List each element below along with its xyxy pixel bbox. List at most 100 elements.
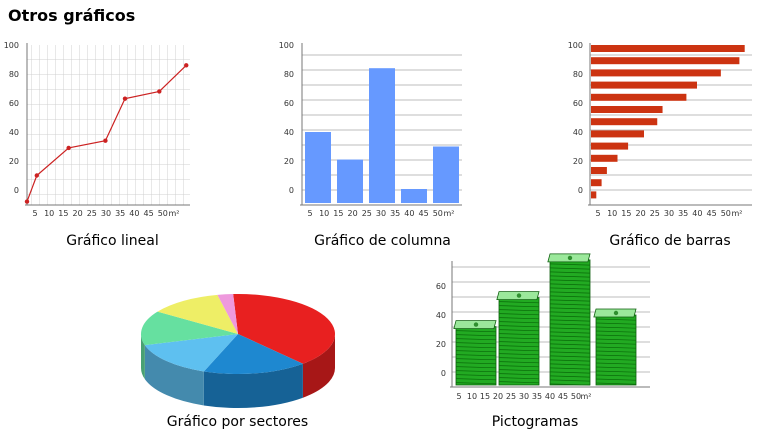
bars-chart-bar bbox=[591, 154, 618, 162]
line-chart-y-tick-label: 80 bbox=[9, 70, 19, 79]
pie-chart-caption: Gráfico por sectores bbox=[166, 414, 309, 430]
pie-slice bbox=[157, 294, 238, 334]
pictogram-bill-edge bbox=[549, 275, 591, 278]
pictogram-bill-edge bbox=[549, 363, 591, 366]
pictogram-stack bbox=[549, 259, 591, 386]
pictogram-bill-edge bbox=[549, 307, 591, 310]
bars-chart-bar bbox=[591, 118, 658, 126]
pictogram-bill-edge bbox=[498, 313, 540, 316]
picto-chart-x-tick-label: 30 bbox=[519, 392, 529, 401]
pictogram-bill-seal bbox=[613, 310, 619, 316]
pictogram-bill-edge bbox=[595, 334, 637, 337]
bars-chart-x-tick-label: 10 bbox=[607, 209, 617, 218]
pictogram-bill-edge bbox=[549, 327, 591, 330]
pictogram-bill-edge bbox=[455, 334, 497, 337]
pictogram-bill-edge bbox=[455, 382, 497, 385]
page-title: Otros gráficos bbox=[8, 6, 136, 25]
pictogram-bill-edge bbox=[498, 341, 540, 344]
pictogram-bill-edge bbox=[595, 330, 637, 333]
line-chart-x-tick-label: 30 bbox=[101, 209, 111, 218]
bars-chart-bar bbox=[591, 191, 597, 199]
bars-chart-y-tick-label: 40 bbox=[573, 128, 583, 137]
line-chart-y-tick-label: 20 bbox=[9, 157, 19, 166]
pictogram-bill-edge bbox=[549, 287, 591, 290]
pictogram-bill-edge bbox=[595, 338, 637, 341]
column-chart-y-tick-label: 60 bbox=[284, 99, 294, 108]
bars-chart-x-tick-label: 30 bbox=[664, 209, 674, 218]
pie-slice bbox=[203, 334, 303, 374]
line-chart-x-tick-label: 35 bbox=[115, 209, 125, 218]
pictogram-bill-edge bbox=[595, 366, 637, 369]
pictogram-bill-edge bbox=[455, 362, 497, 365]
bar-chart-caption: Gráfico de barras bbox=[609, 233, 731, 249]
pictogram-bill-edge bbox=[549, 279, 591, 282]
line-chart-point bbox=[157, 89, 162, 94]
pictogram-bill-edge bbox=[455, 338, 497, 341]
pictogram-bill-edge bbox=[549, 295, 591, 298]
line-chart-x-tick-label: 25 bbox=[87, 209, 97, 218]
column-chart-bar bbox=[401, 189, 427, 203]
picto-chart-y-tick-label: 60 bbox=[436, 282, 446, 291]
pictogram-bill-edge bbox=[498, 301, 540, 304]
pictogram-bill-edge bbox=[549, 335, 591, 338]
pictogram-bill-edge bbox=[549, 291, 591, 294]
bars-chart: 100 80 60 40 20 0 5 10 15 20 25 30 35 40 45 50 m² bbox=[568, 41, 752, 218]
pictogram-bill-edge bbox=[498, 377, 540, 380]
pictogram-bill-edge bbox=[549, 371, 591, 374]
pictogram-bill-seal bbox=[567, 255, 573, 261]
pictogram-bill-edge bbox=[455, 378, 497, 381]
pictogram-bill-edge bbox=[549, 351, 591, 354]
line-chart-y-tick-label: 100 bbox=[4, 41, 19, 50]
bars-chart-bar bbox=[591, 167, 607, 174]
column-chart-x-tick-label: 15 bbox=[333, 209, 343, 218]
pie-slice bbox=[140, 311, 238, 346]
line-chart-point bbox=[24, 199, 30, 204]
bars-chart-y-tick-label: 100 bbox=[568, 41, 583, 50]
picto-chart-x-tick-label: 45 bbox=[558, 392, 568, 401]
column-chart-x-tick-label: 40 bbox=[404, 209, 414, 218]
bars-chart-bar bbox=[591, 93, 687, 101]
picto-chart-x-tick-label: 5 bbox=[456, 392, 461, 401]
bars-chart-x-tick-label: 40 bbox=[692, 209, 702, 218]
bars-chart-y-tick-label: 80 bbox=[573, 70, 583, 79]
pictogram-bill-edge bbox=[498, 357, 540, 360]
line-chart-point bbox=[184, 63, 189, 68]
bars-chart-x-tick-label: 35 bbox=[678, 209, 688, 218]
pie-slice bbox=[217, 294, 238, 334]
column-chart-x-tick-label: 5 bbox=[307, 209, 312, 218]
pictogram-bill-edge bbox=[549, 283, 591, 286]
picto-chart-x-tick-label: 10 bbox=[467, 392, 477, 401]
bars-chart-bar bbox=[591, 130, 644, 138]
pictogram-bill-edge bbox=[455, 342, 497, 345]
column-chart-bar bbox=[337, 159, 363, 203]
pictogram-bill-edge bbox=[549, 379, 591, 382]
pictogram-bill-edge bbox=[595, 370, 637, 373]
column-chart-x-tick-label: 25 bbox=[362, 209, 372, 218]
picto-chart-x-tick-label: 40 bbox=[545, 392, 555, 401]
pictogram-bill-edge bbox=[498, 325, 540, 328]
column-chart-bar bbox=[369, 68, 395, 203]
line-chart-point bbox=[103, 138, 108, 143]
pictogram-bill-edge bbox=[549, 263, 591, 266]
pictogram-bill-edge bbox=[455, 366, 497, 369]
pictogram-bill-seal bbox=[516, 293, 522, 298]
column-chart-x-tick-label: 45 bbox=[419, 209, 429, 218]
line-chart-x-tick-label: 20 bbox=[73, 209, 83, 218]
pie-chart bbox=[140, 294, 336, 409]
pictogram-bill-edge bbox=[549, 359, 591, 362]
line-chart-grid bbox=[27, 45, 190, 205]
bars-chart-x-tick-label: 50 bbox=[721, 209, 731, 218]
column-chart-y-tick-label: 100 bbox=[279, 41, 294, 50]
bars-chart-bar bbox=[591, 106, 663, 113]
pictogram-bill-edge bbox=[455, 350, 497, 353]
pie-slice-side bbox=[141, 334, 145, 380]
pictogram-bill-edge bbox=[455, 370, 497, 373]
column-chart-bar bbox=[433, 146, 459, 203]
line-chart-x-tick-label: 40 bbox=[129, 209, 139, 218]
bars-chart-y-tick-label: 20 bbox=[573, 157, 583, 166]
pictogram-bill-edge bbox=[455, 374, 497, 377]
bars-chart-x-tick-label: m² bbox=[732, 209, 743, 218]
column-chart-bar bbox=[305, 132, 331, 203]
